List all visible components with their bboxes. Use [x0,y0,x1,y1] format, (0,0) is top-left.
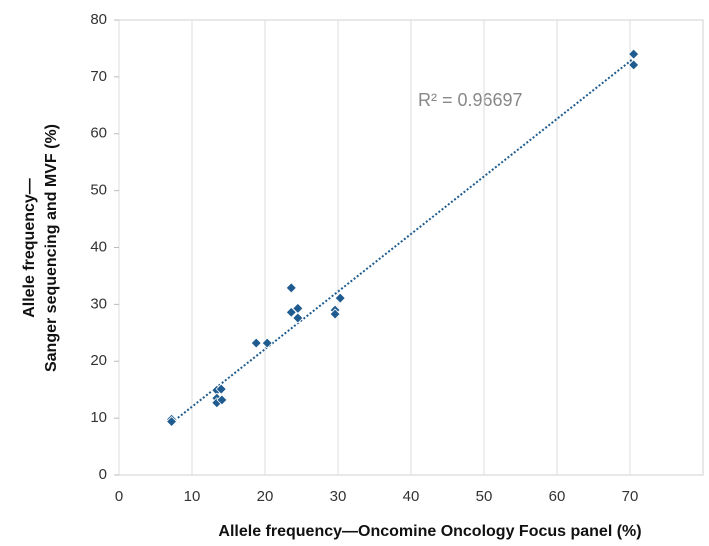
x-axis-label: Allele frequency—Oncomine Oncology Focus… [218,523,641,540]
r-squared: R² = 0.96697 [418,90,523,110]
x-tick-label: 0 [115,488,123,505]
trendline [170,57,635,424]
y-tick-label: 0 [99,466,107,483]
x-tick-label: 10 [184,488,201,505]
x-tick-label: 40 [403,488,420,505]
x-tick-label: 70 [622,488,639,505]
y-tick-label: 20 [90,352,107,369]
y-tick-label: 70 [90,68,107,85]
point [334,292,346,304]
x-tick-label: 60 [549,488,566,505]
y-tick-label: 30 [90,295,107,312]
y-tick-label: 10 [90,409,107,426]
point [215,383,227,395]
point [165,415,178,428]
point [285,282,297,294]
x-tick-label: 20 [257,488,274,505]
x-tick-label: 30 [330,488,347,505]
point [261,337,273,349]
point [628,48,640,60]
y-tick-label: 80 [90,11,107,28]
point [250,337,262,349]
point [329,308,341,320]
point [292,312,304,324]
y-tick-label: 50 [90,182,107,199]
y-axis-label: Allele frequency— [21,178,38,318]
y-tick-label: 40 [90,238,107,255]
x-tick-label: 50 [476,488,493,505]
point [216,394,228,406]
point [628,59,640,71]
y-tick-label: 60 [90,125,107,142]
y-axis-label: Sanger sequencing and MVF (%) [43,124,60,372]
